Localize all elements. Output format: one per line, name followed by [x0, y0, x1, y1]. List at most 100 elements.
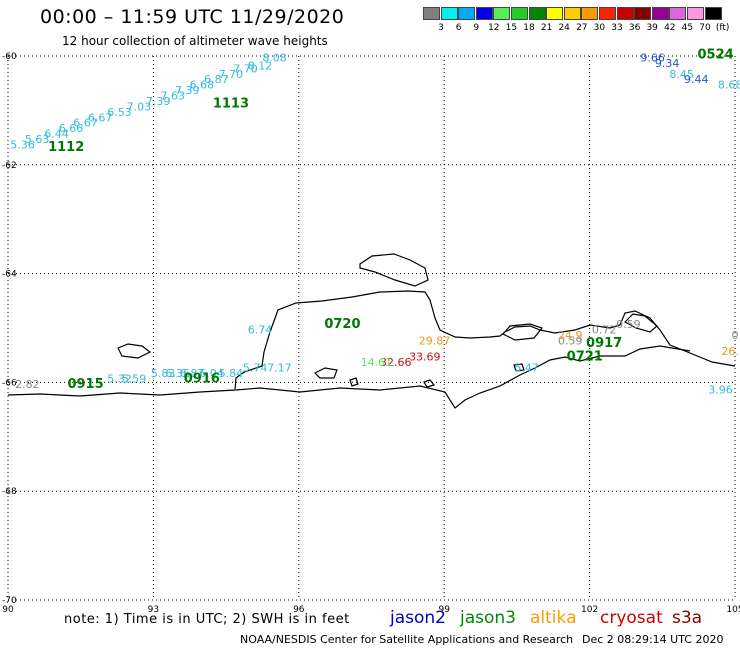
legend-label: 9: [473, 23, 480, 33]
island-1: [359, 253, 429, 287]
legend-swatch: [599, 7, 616, 20]
wave-height-point: 8.68: [718, 79, 740, 92]
wave-height-point: 7.70: [233, 62, 258, 75]
wave-height-point: 6.87: [204, 73, 229, 86]
wave-height-point: 6.74: [248, 323, 273, 336]
wave-height-point: 0.59: [616, 318, 641, 331]
wave-height-point: 2.82: [15, 378, 40, 391]
wave-height-point: 9.66: [640, 51, 665, 64]
wave-height-point: 9.34: [655, 57, 680, 70]
antarctic-coastline: [7, 253, 736, 409]
island-5: [624, 313, 658, 333]
legend-swatch: [493, 7, 511, 20]
lon-tick-label: 105: [726, 605, 740, 615]
coastline-shelf: [235, 345, 691, 409]
legend-label: 33: [611, 23, 623, 33]
lon-tick-label: 102: [581, 605, 598, 615]
wave-height-point: 7.17: [267, 362, 292, 375]
lon-tick-label: 90: [2, 605, 14, 615]
wave-height-point: 0.72: [592, 323, 617, 336]
lon-tick-label: 93: [148, 605, 159, 615]
lat-tick-label: -64: [2, 270, 17, 280]
lon-tick-label: 99: [438, 605, 450, 615]
wave-height-point: 5.32: [107, 372, 132, 385]
legend-label: 45: [681, 23, 694, 33]
lat-tick-label: -60: [2, 52, 17, 62]
legend-label: (ft): [715, 23, 730, 33]
wave-height-point: 32.66: [380, 356, 412, 369]
islet-c: [513, 363, 525, 372]
legend-label: 30: [593, 23, 606, 33]
legend-label: 15: [505, 23, 518, 33]
lon-tick-label: 96: [293, 605, 305, 615]
island-3: [117, 343, 152, 359]
legend-swatch: [528, 7, 546, 20]
wave-height-point: 7.03: [127, 100, 152, 113]
legend-label: 42: [664, 23, 676, 33]
islet-a: [349, 377, 359, 387]
lat-tick-label: -66: [2, 378, 17, 388]
wave-height-point: 5.36: [10, 138, 35, 151]
wave-height-point: 5.74: [243, 362, 268, 375]
wave-height-point: 3.96: [708, 383, 733, 396]
pass-time-label: 0720: [324, 317, 360, 332]
wave-height-point: 5.47: [514, 362, 539, 375]
satellite-label-cryosat: cryosat: [600, 608, 663, 628]
footer-credit: NOAA/NESDIS Center for Satellite Applica…: [240, 633, 574, 646]
wave-height-point: 5.84: [219, 367, 244, 380]
legend-swatch: [546, 7, 564, 20]
satellite-label-s3a: s3a: [672, 608, 703, 628]
wave-height-point: 7.70: [219, 68, 244, 81]
legend-swatch: [634, 7, 652, 20]
lat-tick-label: -62: [2, 161, 17, 171]
wave-height-point: 8.12: [248, 60, 273, 73]
wave-height-point: 0.59: [558, 334, 583, 347]
legend-swatch: [669, 7, 687, 20]
legend-swatch: [581, 7, 599, 20]
wave-height-points: 5.365.636.446.666.676.676.537.037.397.63…: [10, 51, 740, 396]
legend-swatch: [687, 7, 704, 20]
wave-height-point: 5.63: [25, 133, 50, 146]
legend-swatch: [475, 7, 493, 20]
wave-height-point: 7.39: [146, 95, 171, 108]
legend-label: 27: [576, 23, 588, 33]
wave-height-point: 6.67: [88, 111, 113, 124]
wave-height-point: 8.08: [262, 51, 287, 64]
legend-label: 3: [438, 23, 444, 33]
pass-time-label: 0915: [67, 377, 103, 392]
islet-b: [423, 379, 436, 388]
wave-height-point: 7.63: [161, 90, 186, 103]
legend-label: 12: [488, 23, 500, 33]
units-note: note: 1) Time is in UTC; 2) SWH is in fe…: [64, 612, 350, 627]
legend-swatch: [458, 7, 476, 20]
wave-height-point: 6.67: [73, 117, 98, 130]
lat-tick-label: -70: [2, 596, 17, 606]
island-4: [313, 367, 338, 379]
wave-height-point: 6.68: [190, 79, 215, 92]
pass-time-label: 0917: [586, 336, 622, 351]
wave-height-point: 33.69: [409, 351, 441, 364]
legend-label: 21: [540, 23, 553, 33]
map-title: 00:00 – 11:59 UTC 11/29/2020: [40, 6, 345, 28]
pass-time-label: 0721: [567, 350, 603, 365]
pass-time-label: 1112: [48, 140, 84, 155]
wave-height-point: 7.39: [175, 84, 200, 97]
wave-height-point: 6.87: [180, 367, 205, 380]
wave-height-point: 14.61: [361, 356, 393, 369]
footer-timestamp: Dec 2 08:29:14 UTC 2020: [582, 633, 724, 646]
legend-swatch: [440, 7, 458, 20]
legend-swatch: [563, 7, 581, 20]
island-2: [502, 323, 544, 341]
lat-tick-label: -68: [2, 487, 17, 497]
wave-height-point: 0: [732, 329, 739, 342]
legend-label: 24: [558, 23, 570, 33]
legend-label: 6: [455, 23, 462, 33]
map-subtitle: 12 hour collection of altimeter wave hei…: [62, 34, 328, 48]
legend-swatch: [511, 7, 528, 20]
wave-height-point: 6.36: [165, 367, 190, 380]
wave-height-point: 5.83: [151, 367, 176, 380]
pass-time-label: 0524: [698, 48, 734, 63]
satellite-label-jason2: jason2: [390, 608, 446, 628]
